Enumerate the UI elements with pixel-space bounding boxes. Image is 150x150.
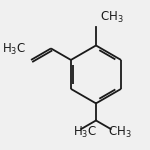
Text: H$_3$C: H$_3$C: [73, 125, 98, 140]
Text: CH$_3$: CH$_3$: [108, 125, 132, 140]
Text: H$_3$C: H$_3$C: [2, 42, 26, 57]
Text: CH$_3$: CH$_3$: [100, 10, 124, 25]
